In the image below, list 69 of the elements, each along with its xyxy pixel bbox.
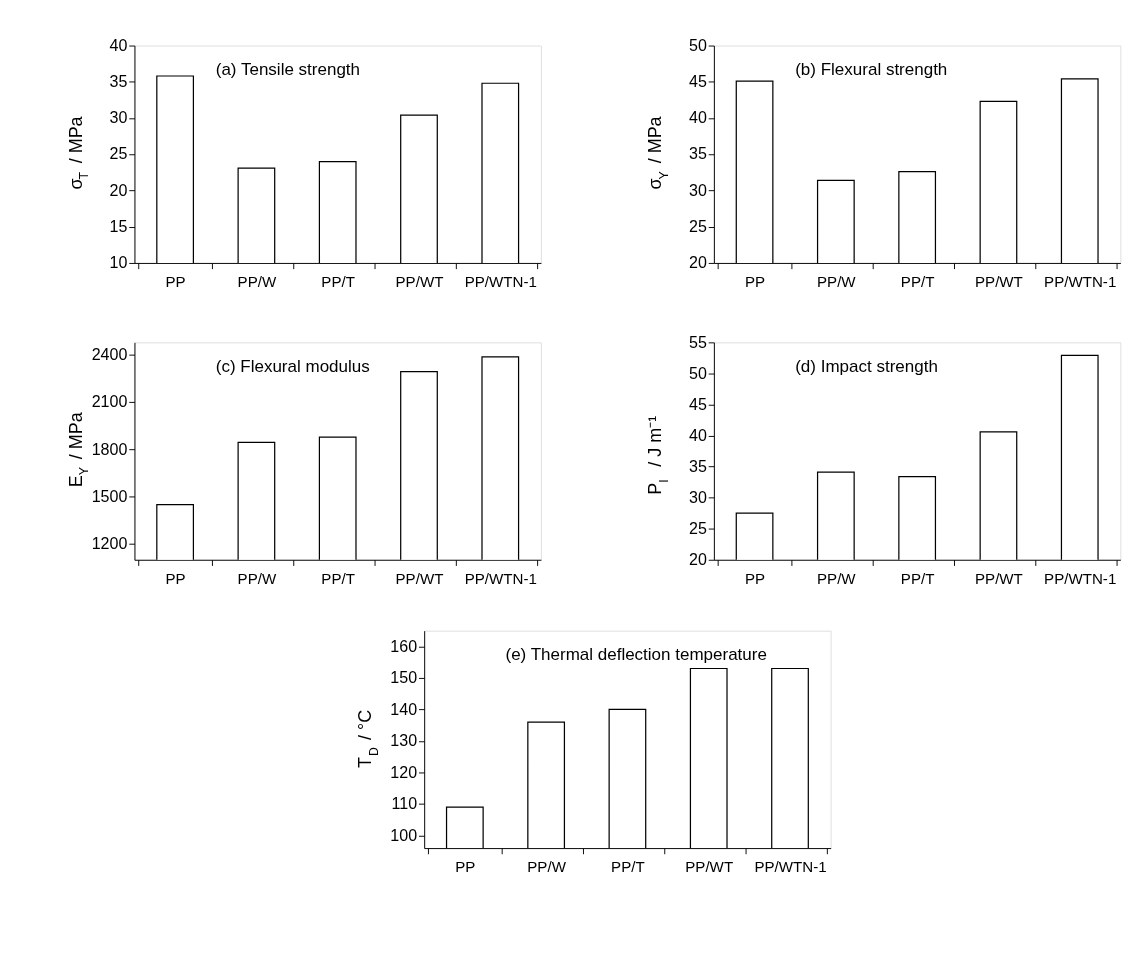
y-tick-label: 20 bbox=[109, 180, 128, 199]
y-tick-label: 40 bbox=[688, 425, 707, 444]
y-tick-label: 40 bbox=[109, 35, 128, 54]
x-tick-label: PP/T bbox=[321, 569, 355, 587]
y-tick-label: 45 bbox=[688, 71, 707, 90]
y-axis-title: σY / MPa bbox=[644, 116, 671, 190]
y-tick-label: 45 bbox=[688, 394, 707, 413]
y-tick-label: 10 bbox=[109, 253, 128, 272]
x-tick-label: PP/WTN-1 bbox=[1044, 569, 1117, 587]
y-tick-label: 1800 bbox=[91, 439, 128, 458]
y-tick-label: 20 bbox=[688, 253, 707, 272]
y-tick-label: 30 bbox=[688, 487, 707, 506]
y-tick-label: 20 bbox=[688, 549, 707, 568]
y-tick-label: 15 bbox=[109, 216, 128, 235]
x-tick-label: PP/W bbox=[237, 569, 277, 587]
x-tick-label: PP/WTN-1 bbox=[464, 273, 537, 291]
y-tick-label: 140 bbox=[390, 699, 418, 718]
text: (e) Thermal deflection temperature bbox=[505, 644, 767, 664]
y-tick-label: 110 bbox=[391, 794, 418, 813]
x-tick-label: PP/WT bbox=[685, 858, 734, 876]
x-tick-label: PP/T bbox=[611, 858, 645, 876]
x-tick-label: PP bbox=[744, 569, 766, 587]
y-tick-label: 1500 bbox=[91, 486, 128, 505]
x-tick-label: PP/W bbox=[817, 569, 857, 587]
text: (a) Tensile strength bbox=[215, 59, 361, 79]
text: (c) Flexural modulus bbox=[215, 356, 370, 376]
y-tick-label: 35 bbox=[109, 71, 128, 90]
x-tick-label: PP bbox=[744, 273, 766, 291]
y-tick-label: 120 bbox=[390, 762, 418, 781]
x-tick-label: PP/WTN-1 bbox=[464, 569, 537, 587]
y-tick-label: 2100 bbox=[91, 392, 128, 411]
x-tick-label: PP bbox=[165, 569, 186, 587]
y-axis-title: EY / MPa bbox=[65, 412, 92, 488]
y-tick-label: 2400 bbox=[91, 345, 128, 364]
text: (d) Impact strength bbox=[795, 356, 938, 376]
y-tick-label: 1200 bbox=[91, 534, 128, 553]
x-tick-label: PP/T bbox=[900, 273, 935, 291]
x-tick-label: PP/WTN-1 bbox=[754, 858, 827, 876]
y-tick-label: 25 bbox=[688, 216, 707, 235]
x-tick-label: PP/WT bbox=[395, 273, 444, 291]
x-tick-label: PP/WT bbox=[974, 569, 1023, 587]
y-tick-label: 50 bbox=[688, 35, 707, 54]
y-axis-title: TD / °C bbox=[355, 709, 381, 769]
x-tick-label: PP/T bbox=[321, 273, 355, 291]
y-tick-label: 30 bbox=[688, 180, 707, 199]
y-tick-label: 160 bbox=[390, 636, 418, 655]
y-tick-label: 40 bbox=[688, 108, 707, 127]
x-tick-label: PP/T bbox=[900, 569, 935, 587]
x-tick-label: PP bbox=[165, 273, 186, 291]
x-tick-label: PP/W bbox=[817, 273, 857, 291]
text: (b) Flexural strength bbox=[795, 59, 948, 79]
y-tick-label: 150 bbox=[390, 668, 418, 687]
y-tick-label: 25 bbox=[688, 518, 707, 537]
y-tick-label: 55 bbox=[688, 332, 707, 351]
y-tick-label: 25 bbox=[109, 144, 128, 163]
y-tick-label: 35 bbox=[688, 144, 707, 163]
y-tick-label: 130 bbox=[390, 731, 418, 750]
x-tick-label: PP/W bbox=[237, 273, 277, 291]
y-tick-label: 50 bbox=[688, 363, 707, 382]
y-axis-title: PI / J m⁻¹ bbox=[644, 415, 671, 495]
x-tick-label: PP/WTN-1 bbox=[1044, 273, 1117, 291]
x-tick-label: PP bbox=[455, 858, 476, 876]
y-tick-label: 30 bbox=[109, 108, 128, 127]
y-axis-title: σT / MPa bbox=[65, 116, 92, 190]
x-tick-label: PP/WT bbox=[395, 569, 444, 587]
x-tick-label: PP/W bbox=[527, 858, 567, 876]
y-tick-label: 100 bbox=[390, 825, 418, 844]
y-tick-label: 35 bbox=[688, 456, 707, 475]
x-tick-label: PP/WT bbox=[974, 273, 1023, 291]
